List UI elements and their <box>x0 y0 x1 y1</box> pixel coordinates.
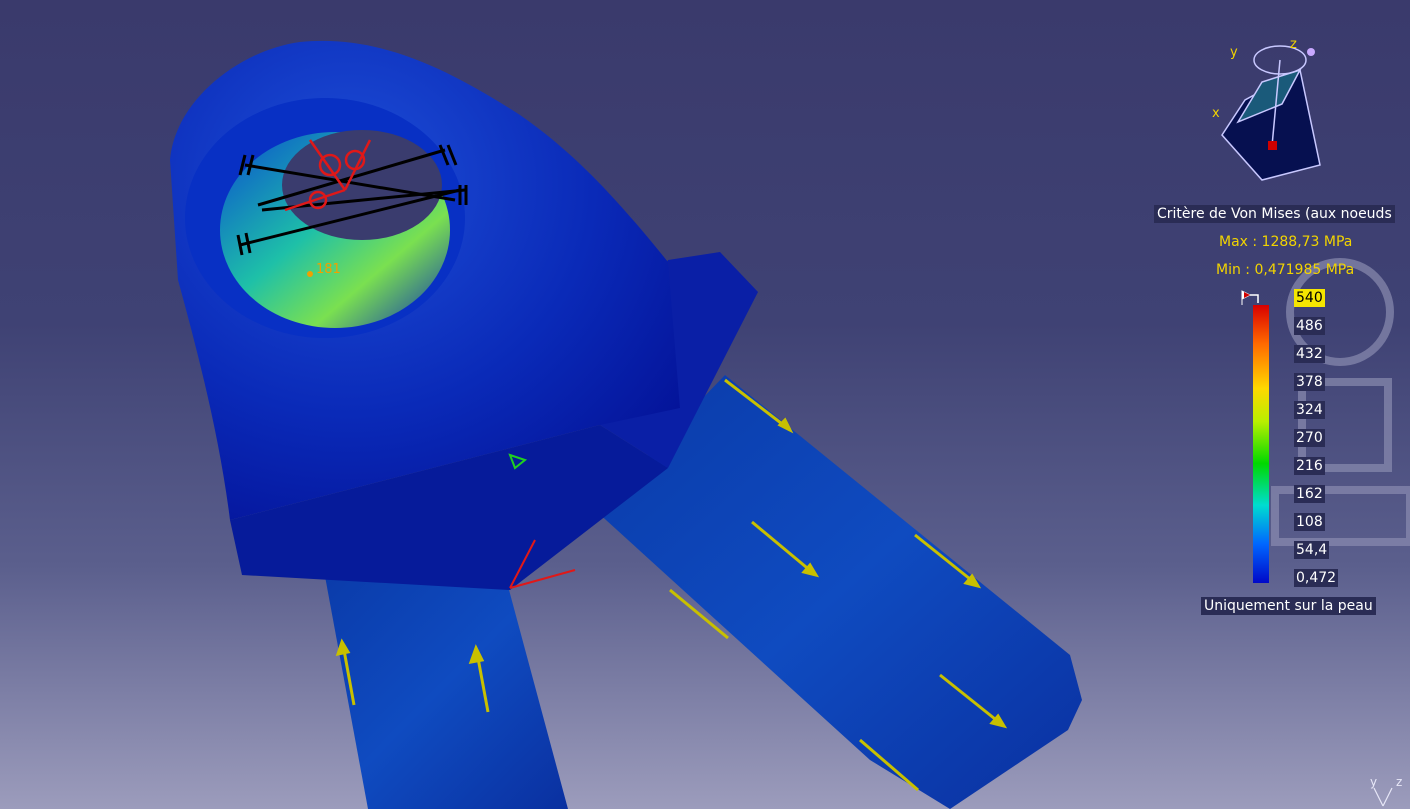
legend-title: Critère de Von Mises (aux noeuds <box>1154 205 1395 223</box>
legend-tick: 432 <box>1294 345 1325 363</box>
lower-arm-part[interactable] <box>322 560 568 809</box>
colorbar-marker-icon[interactable] <box>1240 289 1262 305</box>
legend-tick: 270 <box>1294 429 1325 447</box>
probe-marker[interactable] <box>307 271 313 277</box>
svg-text:x: x <box>1212 106 1220 121</box>
legend-min: Min : 0,471985 MPa <box>1216 262 1355 278</box>
legend-tick: 486 <box>1294 317 1325 335</box>
legend-tick: 378 <box>1294 373 1325 391</box>
svg-text:z: z <box>1290 37 1297 52</box>
legend-tick: 0,472 <box>1294 569 1339 587</box>
legend-tick: 216 <box>1294 457 1325 475</box>
pressure-load-icon <box>284 139 372 212</box>
center-marker-icon <box>508 453 528 470</box>
legend-tick: 54,4 <box>1294 541 1330 559</box>
local-axis-icon <box>509 539 576 589</box>
svg-text:y: y <box>1370 775 1377 789</box>
legend-tick: 324 <box>1294 401 1325 419</box>
probe-value-label[interactable]: 181 <box>316 262 341 277</box>
compass-icon[interactable]: x y z <box>1212 37 1321 181</box>
diagonal-arm-part[interactable] <box>595 375 1082 809</box>
svg-text:y: y <box>1230 45 1238 60</box>
stress-colorbar[interactable] <box>1253 305 1269 583</box>
watermark-graphic <box>1271 258 1410 546</box>
legend-footer: Uniquement sur la peau <box>1201 597 1376 615</box>
svg-text:z: z <box>1396 775 1402 789</box>
legend-tick[interactable]: 540 <box>1294 289 1325 307</box>
force-arrow-icon <box>335 378 1008 792</box>
legend-tick: 162 <box>1294 485 1325 503</box>
block-bottom-face[interactable] <box>230 425 668 590</box>
legend-tick: 108 <box>1294 513 1325 531</box>
legend-max: Max : 1288,73 MPa <box>1219 234 1353 250</box>
axis-triad-icon: y z <box>1370 775 1402 807</box>
